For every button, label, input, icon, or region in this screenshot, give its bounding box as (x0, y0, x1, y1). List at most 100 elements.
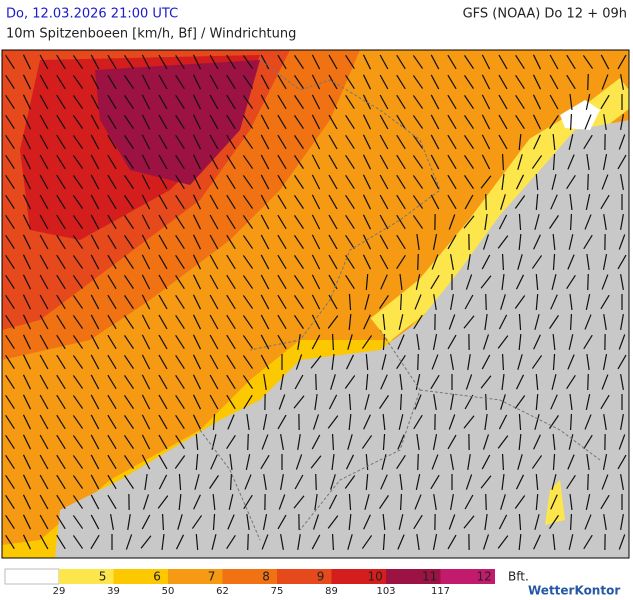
wind-barb (226, 214, 236, 230)
wind-barb (277, 94, 287, 110)
wind-barb (293, 495, 305, 509)
wind-barb (497, 235, 509, 249)
wind-barb (396, 354, 406, 370)
wind-barb (617, 354, 627, 370)
wind-barb (517, 154, 523, 170)
wind-barb (363, 314, 371, 330)
wind-barb (413, 414, 423, 430)
wind-barb (550, 394, 558, 410)
wind-barb (552, 353, 556, 371)
wind-barb (430, 134, 440, 150)
wind-barb (242, 235, 254, 249)
wind-barb (260, 154, 270, 170)
wind-barb (498, 74, 508, 90)
wind-barb (327, 515, 339, 529)
wind-barb (110, 514, 114, 530)
wind-barb (345, 74, 355, 90)
wind-barb (56, 314, 66, 330)
wind-barb (620, 114, 624, 130)
wind-barb (175, 194, 185, 210)
wind-barb (412, 215, 424, 229)
wind-barb (552, 433, 556, 451)
wind-barb (107, 174, 117, 190)
wind-barb (158, 214, 168, 230)
wind-barb (587, 173, 589, 191)
wind-barb (5, 114, 15, 130)
wind-barb (246, 513, 250, 531)
wind-barb (600, 94, 610, 110)
wind-barb (484, 213, 488, 231)
wind-barb (226, 114, 236, 130)
wind-barb (192, 314, 202, 330)
wind-barb (39, 154, 49, 170)
wind-barb (362, 94, 372, 110)
wind-barb (260, 314, 270, 330)
wind-barb (311, 234, 321, 250)
wind-barb (211, 534, 217, 550)
wind-barb (331, 533, 335, 551)
wind-barb (192, 134, 202, 150)
wind-barb (363, 514, 371, 530)
wind-barb (396, 174, 406, 190)
wind-barb (552, 233, 556, 251)
wind-barb (242, 55, 254, 69)
wind-barb (584, 414, 592, 430)
wind-barb (90, 514, 100, 530)
wind-barb (107, 494, 117, 510)
wind-barb (277, 194, 287, 210)
wind-barb (535, 493, 539, 511)
legend-bft-label: 11 (422, 570, 437, 584)
wind-barb (480, 275, 492, 289)
wind-barb (362, 134, 372, 150)
wind-barb (396, 54, 406, 70)
wind-barb (209, 214, 219, 230)
wind-barb (430, 94, 440, 110)
brand: WetterKontor (528, 584, 620, 598)
wind-barb (56, 194, 66, 210)
wind-barb (158, 234, 168, 250)
wind-barb (417, 253, 419, 271)
wind-barb (175, 354, 185, 370)
wind-barb (361, 435, 373, 449)
wind-barb (226, 174, 236, 190)
wind-barb (124, 175, 134, 189)
wind-barb (379, 154, 389, 170)
wind-barb (328, 214, 338, 230)
wind-barb (552, 333, 556, 351)
wind-barb (620, 274, 624, 290)
wind-barb (501, 353, 505, 371)
wind-barb (107, 314, 117, 330)
wind-barb (518, 513, 522, 531)
wind-barb (501, 473, 505, 491)
wind-barb (618, 134, 626, 150)
wind-barb (362, 194, 372, 210)
model-run: GFS (NOAA) Do 12 + 09h (463, 7, 627, 22)
wind-barb (379, 174, 389, 190)
wind-barb (242, 215, 254, 229)
wind-barb (602, 454, 608, 470)
wind-barb (209, 174, 219, 190)
wind-barb (72, 55, 84, 69)
wind-barb (345, 454, 355, 470)
wind-barb (450, 394, 454, 410)
wind-barb (415, 374, 421, 390)
wind-barb (56, 394, 66, 410)
wind-barb (107, 74, 117, 90)
wind-barb (90, 254, 100, 270)
wind-barb (39, 74, 49, 90)
wind-barb (277, 214, 287, 230)
wind-barb (416, 533, 420, 551)
wind-barb (464, 115, 474, 129)
wind-barb (141, 214, 151, 230)
wind-barb (278, 394, 286, 410)
wind-barb (450, 454, 454, 470)
wind-barb (398, 314, 404, 330)
wind-barb (498, 54, 508, 70)
wind-barb (263, 474, 267, 490)
wind-barb (582, 55, 594, 69)
wind-barb (277, 154, 287, 170)
wind-barb (260, 214, 270, 230)
wind-barb (311, 174, 321, 190)
wind-barb (127, 514, 131, 530)
wind-barb (192, 154, 202, 170)
